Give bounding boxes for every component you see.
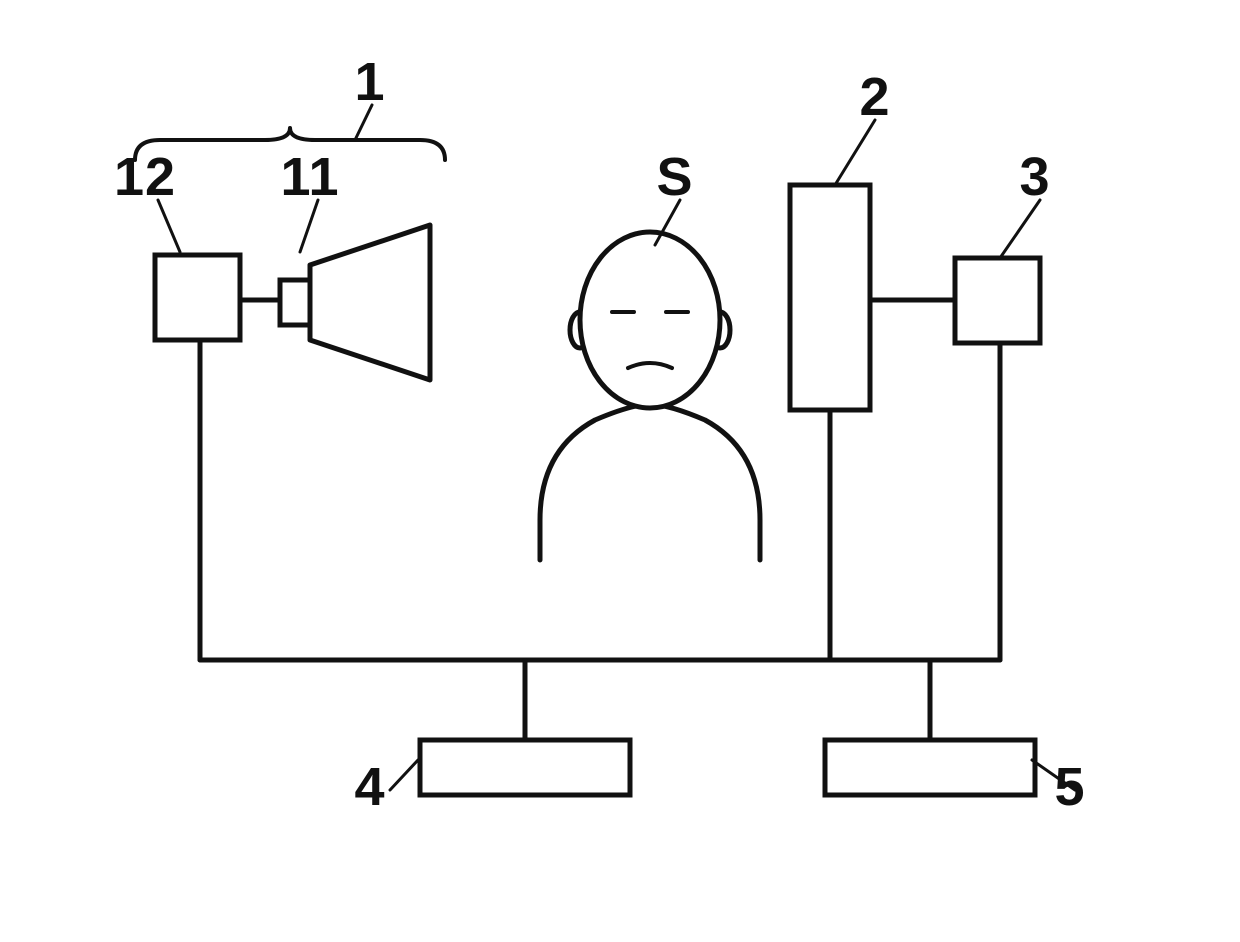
node-5 <box>825 740 1035 795</box>
subject-s <box>540 232 760 560</box>
diagram-canvas: 1 12 11 S 2 3 4 5 <box>0 0 1240 942</box>
label-box4: 4 <box>354 757 385 817</box>
label-subjectS: S <box>656 147 693 207</box>
label-box12: 12 <box>114 147 176 207</box>
label-box5: 5 <box>1054 757 1085 817</box>
node-11-neck <box>280 280 310 325</box>
label-panel2: 2 <box>859 67 890 127</box>
leader-panel2 <box>835 120 875 185</box>
leader-cone11 <box>300 200 318 252</box>
leader-box4 <box>390 760 418 790</box>
leader-box12 <box>158 200 180 252</box>
node-11-horn <box>310 225 430 380</box>
node-12 <box>155 255 240 340</box>
label-box3: 3 <box>1019 147 1050 207</box>
node-4 <box>420 740 630 795</box>
label-cone11: 11 <box>280 147 339 207</box>
node-2 <box>790 185 870 410</box>
label-group1: 1 <box>354 52 385 112</box>
leader-box3 <box>1000 200 1040 258</box>
node-3 <box>955 258 1040 343</box>
